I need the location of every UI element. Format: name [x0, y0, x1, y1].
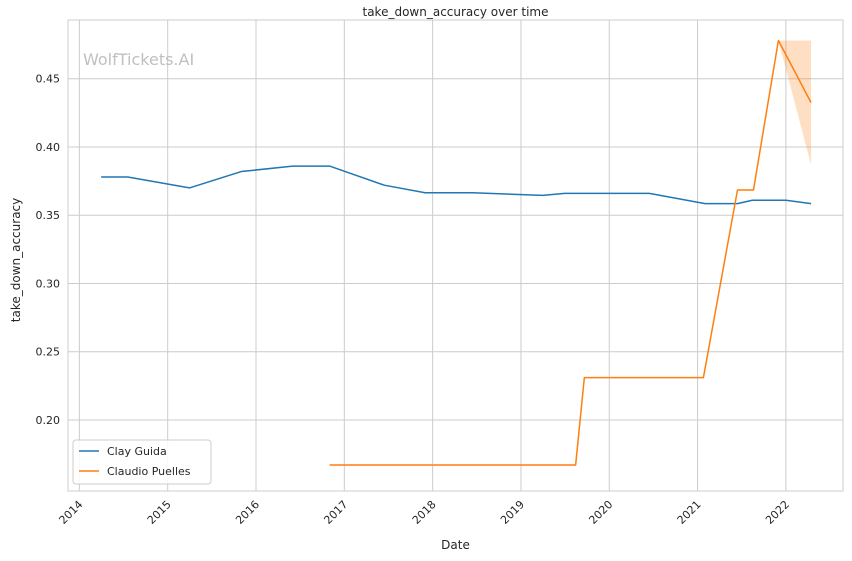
grid-lines [68, 20, 843, 491]
plot-area [68, 20, 843, 491]
legend-label: Clay Guida [107, 445, 167, 458]
series-lines [101, 39, 812, 466]
chart-title: take_down_accuracy over time [363, 5, 549, 19]
legend-box [72, 439, 212, 485]
y-tick-label: 0.45 [36, 73, 61, 86]
y-tick-label: 0.30 [36, 277, 61, 290]
x-axis-label: Date [441, 538, 470, 552]
y-tick-label: 0.20 [36, 414, 61, 427]
legend-label: Claudio Puelles [107, 465, 191, 478]
legend: Clay Guida Claudio Puelles [72, 439, 212, 485]
watermark: WolfTickets.AI [83, 50, 194, 69]
plot-frame [67, 19, 844, 492]
y-tick-label: 0.40 [36, 141, 61, 154]
series-line [329, 39, 812, 466]
y-axis-label: take_down_accuracy [9, 198, 23, 322]
series-line [101, 165, 812, 205]
y-tick-label: 0.25 [36, 346, 61, 359]
confidence-band [778, 40, 812, 165]
confidence-bands [778, 40, 812, 165]
y-tick-label: 0.35 [36, 209, 61, 222]
y-axis-ticks: 0.20 0.25 0.30 0.35 0.40 0.45 [36, 73, 61, 427]
